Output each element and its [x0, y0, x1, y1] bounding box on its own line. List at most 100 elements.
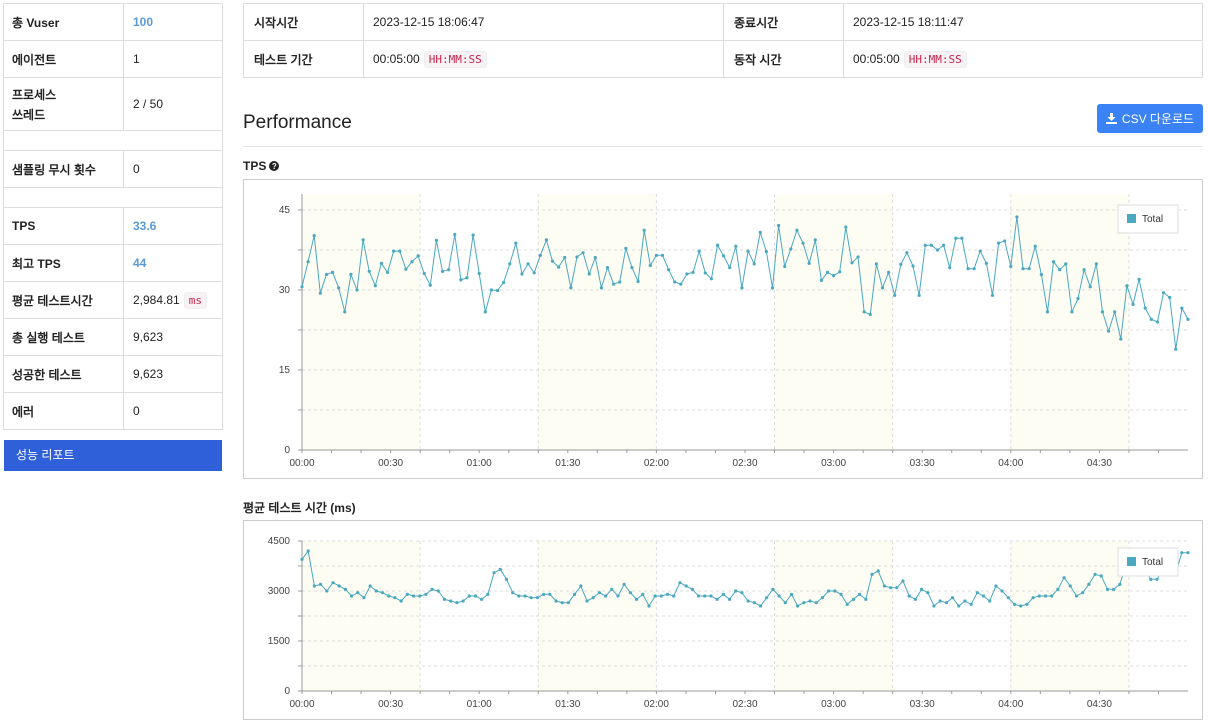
data-point — [721, 592, 725, 596]
data-point — [532, 271, 536, 275]
data-point — [1050, 594, 1054, 598]
data-point — [373, 284, 377, 288]
data-point — [1064, 262, 1068, 266]
question-circle-icon[interactable]: ? — [269, 161, 280, 171]
csv-download-button[interactable]: CSV 다운로드 — [1097, 104, 1203, 133]
data-point — [1012, 602, 1017, 606]
summary-value: 1 — [133, 52, 140, 66]
data-point — [520, 272, 524, 276]
data-point — [548, 592, 552, 596]
y-tick-label: 30 — [279, 285, 291, 296]
x-tick-label: 03:00 — [821, 699, 846, 710]
data-point — [1033, 244, 1037, 248]
data-point — [975, 591, 979, 595]
data-point — [876, 569, 880, 573]
data-point — [535, 596, 540, 600]
data-point — [935, 248, 940, 252]
data-point — [1155, 577, 1159, 581]
test-duration-label: 테스트 기간 — [243, 40, 364, 78]
data-point — [380, 591, 385, 595]
data-point — [1000, 589, 1004, 593]
data-point — [355, 288, 359, 292]
data-point — [771, 587, 775, 591]
data-point — [471, 233, 475, 237]
data-point — [802, 601, 806, 605]
summary-row: 평균 테스트시간 2,984.81 ms — [3, 281, 223, 319]
data-point — [783, 601, 787, 605]
performance-report-button[interactable]: 성능 리포트 — [4, 440, 222, 471]
data-point — [416, 254, 420, 258]
data-point — [678, 581, 682, 585]
data-point — [981, 594, 986, 598]
data-point — [374, 589, 378, 593]
data-point — [418, 594, 422, 598]
data-point — [557, 265, 561, 269]
x-tick-label: 01:00 — [467, 699, 492, 710]
data-point — [477, 271, 481, 276]
data-point — [306, 549, 310, 553]
test-duration-unit: HH:MM:SS — [423, 50, 487, 68]
data-point — [387, 594, 391, 598]
summary-label: 총 실행 테스트 — [3, 318, 124, 356]
chart-legend[interactable]: Total — [1117, 547, 1179, 577]
y-tick-label: 1500 — [268, 636, 291, 647]
data-point — [300, 285, 304, 289]
data-point — [544, 238, 549, 242]
data-point — [886, 270, 891, 274]
run-time-value: 00:05:00 — [853, 51, 900, 66]
x-tick-label: 03:00 — [821, 458, 846, 469]
summary-value: 44 — [133, 256, 147, 270]
data-point — [1112, 587, 1116, 591]
data-point — [966, 267, 970, 271]
data-point — [405, 592, 409, 596]
summary-row: 프로세스 쓰레드 2 / 50 — [3, 77, 223, 131]
summary-row — [3, 187, 223, 208]
summary-label: 평균 테스트시간 — [3, 281, 124, 319]
summary-value-cell: 0 — [123, 150, 223, 188]
data-point — [461, 599, 465, 603]
data-point — [819, 278, 823, 282]
x-tick-label: 03:30 — [910, 699, 935, 710]
summary-value: 0 — [133, 404, 140, 418]
data-point — [777, 594, 781, 598]
data-point — [628, 591, 632, 595]
chart-legend[interactable]: Total — [1117, 204, 1179, 234]
data-point — [864, 597, 868, 601]
data-point — [368, 584, 372, 588]
summary-label: TPS — [3, 207, 124, 245]
data-point — [1168, 295, 1172, 300]
data-point — [740, 286, 744, 290]
data-point — [856, 255, 860, 259]
data-point — [1118, 582, 1122, 586]
data-point — [653, 594, 657, 598]
data-point — [895, 586, 899, 590]
data-point — [1100, 310, 1105, 314]
data-point — [591, 596, 595, 600]
data-point — [410, 260, 414, 264]
data-point — [665, 592, 670, 596]
summary-label: 샘플링 무시 횟수 — [3, 150, 124, 188]
data-point — [880, 286, 885, 290]
data-point — [330, 270, 335, 274]
data-point — [1082, 268, 1086, 272]
summary-label: 성공한 테스트 — [3, 355, 124, 393]
data-point — [526, 262, 530, 266]
data-point — [581, 251, 585, 255]
x-tick-label: 04:30 — [1087, 699, 1112, 710]
data-point — [624, 246, 628, 250]
summary-value-cell: 9,623 — [123, 318, 223, 356]
data-point — [734, 589, 738, 593]
data-point — [889, 586, 893, 590]
x-tick-label: 01:30 — [555, 699, 580, 710]
data-point — [498, 567, 502, 571]
x-tick-label: 01:00 — [467, 458, 492, 469]
data-point — [858, 592, 862, 596]
data-point — [349, 272, 353, 277]
data-point — [379, 261, 384, 265]
data-point — [833, 589, 837, 593]
data-point — [727, 597, 732, 601]
data-point — [523, 594, 527, 598]
data-point — [984, 261, 988, 265]
data-point — [696, 594, 701, 598]
data-point — [465, 276, 469, 280]
